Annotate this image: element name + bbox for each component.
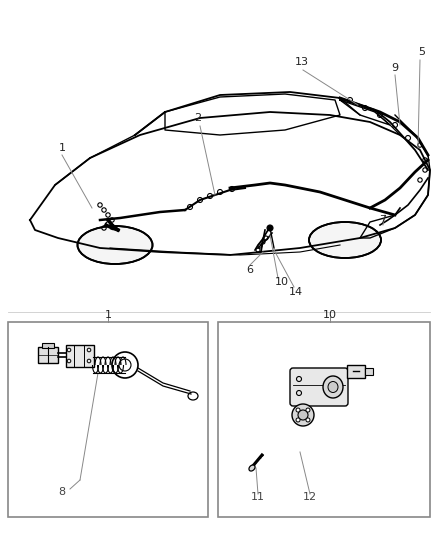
- Ellipse shape: [78, 226, 152, 264]
- Text: 2: 2: [194, 113, 201, 123]
- Text: 14: 14: [289, 287, 303, 297]
- Circle shape: [298, 410, 308, 420]
- Ellipse shape: [249, 465, 255, 471]
- Text: 7: 7: [379, 215, 387, 225]
- Circle shape: [267, 225, 273, 231]
- Ellipse shape: [328, 382, 338, 392]
- Bar: [218, 322, 430, 517]
- Ellipse shape: [292, 404, 314, 426]
- Text: 1: 1: [59, 143, 66, 153]
- Circle shape: [296, 418, 300, 422]
- Circle shape: [296, 408, 300, 412]
- Text: 10: 10: [323, 310, 337, 320]
- Bar: [8, 322, 208, 517]
- FancyBboxPatch shape: [290, 368, 348, 406]
- FancyBboxPatch shape: [365, 368, 373, 375]
- Circle shape: [306, 408, 310, 412]
- Text: 11: 11: [251, 492, 265, 502]
- Text: 9: 9: [392, 63, 399, 73]
- FancyBboxPatch shape: [42, 343, 54, 348]
- Ellipse shape: [323, 376, 343, 398]
- FancyBboxPatch shape: [347, 365, 365, 378]
- Text: 10: 10: [275, 277, 289, 287]
- Text: 8: 8: [58, 487, 66, 497]
- Ellipse shape: [309, 222, 381, 258]
- Text: 5: 5: [418, 47, 425, 57]
- Text: 13: 13: [295, 57, 309, 67]
- Circle shape: [306, 418, 310, 422]
- FancyBboxPatch shape: [38, 347, 58, 363]
- FancyBboxPatch shape: [66, 345, 94, 367]
- Text: 6: 6: [247, 265, 254, 275]
- Text: 12: 12: [303, 492, 317, 502]
- Text: 1: 1: [105, 310, 112, 320]
